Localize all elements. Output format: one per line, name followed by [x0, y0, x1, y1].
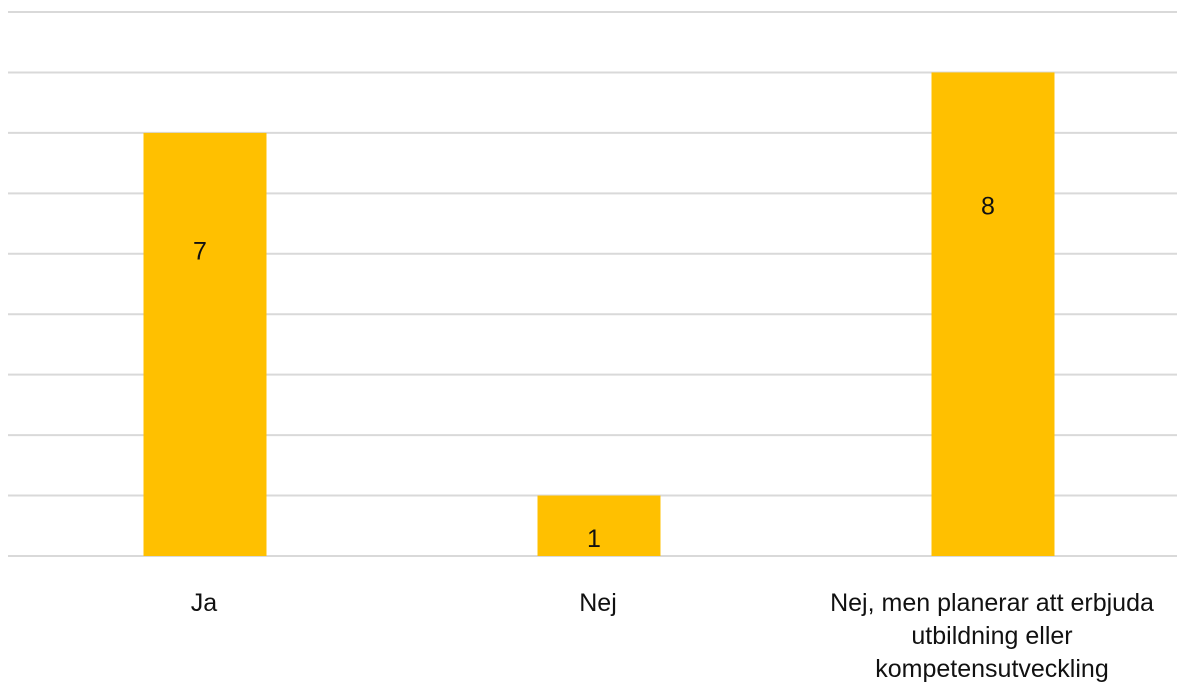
category-label-line: Nej: [579, 589, 617, 617]
bars: [143, 72, 1055, 556]
data-labels: 7 1 8: [193, 192, 995, 552]
bar: [143, 132, 267, 556]
category-label: Nej: [579, 589, 617, 617]
category-label-line: kompetensutveckling: [875, 655, 1108, 682]
data-label: 8: [981, 192, 995, 220]
category-axis-labels: Ja Nej Nej, men planerar att erbjuda utbild…: [191, 589, 1154, 683]
data-label: 7: [193, 238, 207, 266]
category-label: Nej, men planerar att erbjuda utbildning …: [830, 589, 1154, 682]
category-label: Ja: [191, 589, 218, 617]
category-label-line: Nej, men planerar att erbjuda: [830, 589, 1154, 617]
bar: [931, 72, 1055, 556]
data-label: 1: [587, 525, 601, 553]
category-label-line: Ja: [191, 589, 218, 617]
bar: [537, 495, 661, 556]
category-label-line: utbildning eller: [911, 622, 1072, 650]
